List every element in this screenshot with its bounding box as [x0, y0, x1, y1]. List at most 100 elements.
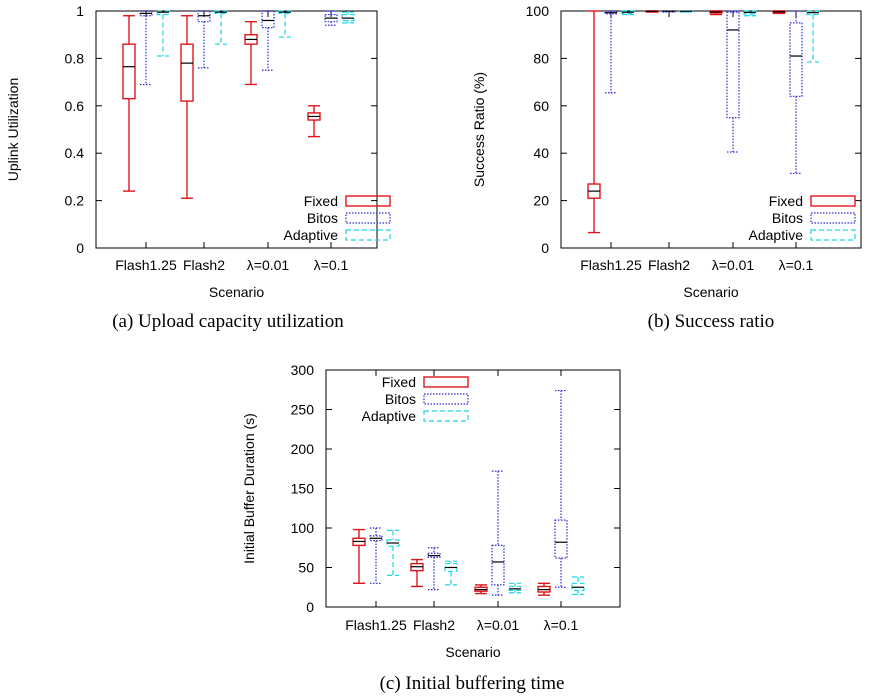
box-body — [726, 11, 740, 119]
y-tick-label: 0.6 — [65, 98, 85, 114]
legend-swatch-bitos — [345, 212, 391, 224]
box-adaptive-3 — [341, 11, 355, 24]
box-fixed-0 — [352, 528, 366, 584]
x-tick-label: λ=0.1 — [544, 617, 579, 633]
box-body — [789, 22, 803, 97]
legend-swatch-fixed — [345, 195, 391, 207]
box-body — [427, 552, 441, 558]
box-fixed-2 — [709, 10, 723, 16]
box-fixed-2 — [244, 20, 258, 86]
box-body — [554, 519, 568, 559]
y-tick-label: 80 — [533, 50, 549, 66]
box-adaptive-0 — [386, 529, 400, 577]
box-bitos-1 — [427, 547, 441, 591]
box-bitos-2 — [261, 10, 275, 71]
box-bitos-0 — [139, 10, 153, 86]
box-bitos-2 — [726, 10, 740, 153]
box-body — [180, 43, 194, 102]
x-tick-label: Flash2 — [413, 617, 455, 633]
box-body — [261, 10, 275, 29]
box-adaptive-3 — [571, 576, 585, 595]
y-axis-label: Initial Buffer Duration (s) — [241, 413, 257, 564]
box-bitos-1 — [662, 10, 676, 13]
x-tick-label: λ=0.01 — [712, 257, 755, 273]
y-tick-label: 150 — [291, 481, 315, 497]
y-tick-label: 0 — [541, 240, 549, 256]
x-axis-label: Scenario — [209, 284, 264, 300]
x-tick-label: Flash2 — [648, 257, 690, 273]
box-fixed-3 — [537, 582, 551, 596]
x-tick-label: λ=0.01 — [477, 617, 520, 633]
box-adaptive-3 — [806, 10, 820, 63]
box-adaptive-2 — [743, 10, 757, 17]
y-tick-label: 40 — [533, 145, 549, 161]
box-body — [491, 544, 505, 586]
chart-panel-b: 0 20 40 60 80 100 Flash1.25 Flash2 λ=0.01 λ=0.1 Sc… — [471, 3, 862, 332]
box-bitos-1 — [197, 10, 211, 69]
box-fixed-3 — [307, 105, 321, 138]
legend-label: Bitos — [385, 391, 416, 407]
y-tick-label: 200 — [291, 441, 315, 457]
y-tick-label: 0.4 — [65, 145, 85, 161]
legend-label: Bitos — [772, 210, 803, 226]
box-fixed-1 — [180, 15, 194, 199]
figure-caption: (b) Success ratio — [648, 311, 775, 332]
y-tick-label: 20 — [533, 193, 549, 209]
legend-label: Adaptive — [749, 227, 804, 243]
legend-swatch-bitos — [810, 212, 856, 224]
y-axis-label: Success Ratio (%) — [471, 72, 487, 187]
y-tick-label: 0 — [76, 240, 84, 256]
box-fixed-1 — [410, 558, 424, 588]
x-axis-label: Scenario — [683, 284, 738, 300]
legend-swatch-adaptive — [345, 229, 391, 241]
y-tick-label: 100 — [526, 3, 550, 19]
y-tick-label: 250 — [291, 402, 315, 418]
legend-label: Adaptive — [362, 408, 417, 424]
y-tick-label: 0 — [306, 599, 314, 615]
x-axis-label: Scenario — [445, 644, 500, 660]
box-adaptive-2 — [508, 582, 522, 594]
box-fixed-1 — [645, 10, 659, 13]
x-tick-label: λ=0.1 — [314, 257, 349, 273]
box-adaptive-0 — [156, 10, 170, 57]
box-adaptive-1 — [444, 560, 458, 586]
legend-label: Bitos — [307, 210, 338, 226]
legend-label: Adaptive — [284, 227, 339, 243]
box-bitos-3 — [324, 10, 338, 26]
figure-caption: (a) Upload capacity utilization — [112, 311, 344, 332]
chart-panel-a: 0 0.2 0.4 0.6 0.8 1 Flash1.25 Flash2 λ=0.01 λ=0.1… — [5, 3, 391, 332]
legend-label: Fixed — [304, 193, 338, 209]
x-tick-label: Flash1.25 — [580, 257, 642, 273]
box-adaptive-2 — [278, 10, 292, 38]
y-axis-label: Uplink Utilization — [5, 78, 21, 181]
legend-swatch-fixed — [423, 376, 469, 388]
x-tick-label: Flash1.25 — [115, 257, 177, 273]
y-tick-label: 1 — [76, 3, 84, 19]
box-fixed-0 — [587, 10, 601, 234]
box-fixed-2 — [474, 584, 488, 595]
box-adaptive-0 — [621, 10, 635, 16]
box-bitos-3 — [554, 389, 568, 588]
legend-label: Fixed — [382, 374, 416, 390]
y-tick-label: 100 — [291, 520, 315, 536]
box-body — [122, 43, 136, 100]
x-tick-label: Flash1.25 — [345, 617, 407, 633]
figure-caption: (c) Initial buffering time — [380, 673, 565, 694]
legend-label: Fixed — [769, 193, 803, 209]
box-fixed-0 — [122, 15, 136, 192]
x-tick-label: λ=0.1 — [779, 257, 814, 273]
legend-swatch-fixed — [810, 195, 856, 207]
plot-frame — [95, 10, 378, 249]
y-tick-label: 300 — [291, 362, 315, 378]
plot-frame — [560, 10, 862, 249]
plot-frame — [325, 369, 621, 608]
box-bitos-2 — [491, 470, 505, 596]
chart-panel-c: 0 50 100 150 200 250 300 Flash1.25 Flash2 λ=0.01 λ… — [241, 362, 621, 694]
x-tick-label: λ=0.01 — [247, 257, 290, 273]
legend-swatch-adaptive — [810, 229, 856, 241]
box-adaptive-1 — [679, 10, 693, 13]
y-tick-label: 60 — [533, 98, 549, 114]
legend-swatch-adaptive — [423, 410, 469, 422]
y-tick-label: 0.2 — [65, 193, 85, 209]
